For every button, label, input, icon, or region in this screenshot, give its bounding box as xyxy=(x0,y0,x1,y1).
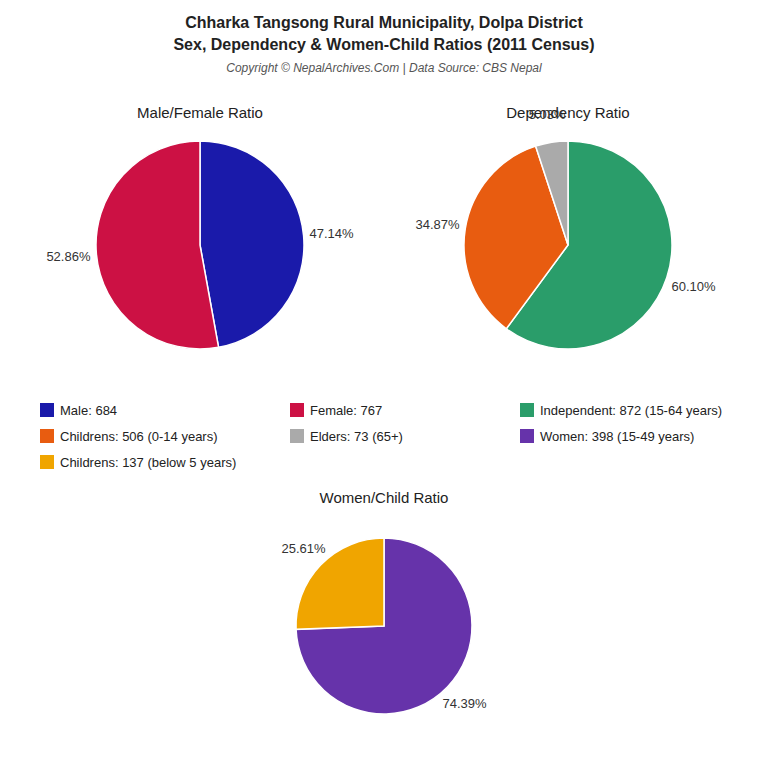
pie-slice xyxy=(96,141,219,349)
legend-swatch xyxy=(290,429,304,443)
legend-swatch xyxy=(290,403,304,417)
pie-title: Dependency Ratio xyxy=(506,104,629,121)
legend-label: Female: 767 xyxy=(310,403,382,418)
pie-title: Male/Female Ratio xyxy=(137,104,263,121)
data-label: 25.61% xyxy=(281,541,326,556)
chart: Chharka Tangsong Rural Municipality, Dol… xyxy=(0,0,768,768)
legend-swatch xyxy=(520,403,534,417)
data-label: 60.10% xyxy=(671,279,716,294)
data-label: 47.14% xyxy=(310,226,355,241)
title: Sex, Dependency & Women-Child Ratios (20… xyxy=(173,36,594,53)
legend-swatch xyxy=(40,455,54,469)
legend: Male: 684 Female: 767 Independent: 872 (15… xyxy=(40,403,722,470)
data-label: 5.03% xyxy=(529,107,566,122)
pie: Women/Child Ratio 74.39% 25.61% xyxy=(281,489,487,714)
pie-title: Women/Child Ratio xyxy=(320,489,449,506)
pie-slice xyxy=(200,141,304,347)
legend-label: Women: 398 (15-49 years) xyxy=(540,429,694,444)
legend-label: Childrens: 137 (below 5 years) xyxy=(60,455,236,470)
legend-label: Childrens: 506 (0-14 years) xyxy=(60,429,218,444)
pie: Male/Female Ratio 47.14% 52.86% xyxy=(46,104,354,349)
data-label: 34.87% xyxy=(416,217,461,232)
data-label: 74.39% xyxy=(442,696,487,711)
title: Chharka Tangsong Rural Municipality, Dol… xyxy=(185,14,583,31)
legend-label: Independent: 872 (15-64 years) xyxy=(540,403,722,418)
subtitle: Copyright © NepalArchives.Com | Data Sou… xyxy=(226,61,542,75)
pie: Dependency Ratio 60.10% 34.87% 5.03% xyxy=(416,104,716,349)
legend-swatch xyxy=(40,429,54,443)
pie-slice xyxy=(296,538,472,714)
legend-swatch xyxy=(520,429,534,443)
legend-label: Male: 684 xyxy=(60,403,117,418)
pie-slice xyxy=(536,141,568,245)
legend-label: Elders: 73 (65+) xyxy=(310,429,403,444)
data-label: 52.86% xyxy=(46,249,91,264)
legend-swatch xyxy=(40,403,54,417)
